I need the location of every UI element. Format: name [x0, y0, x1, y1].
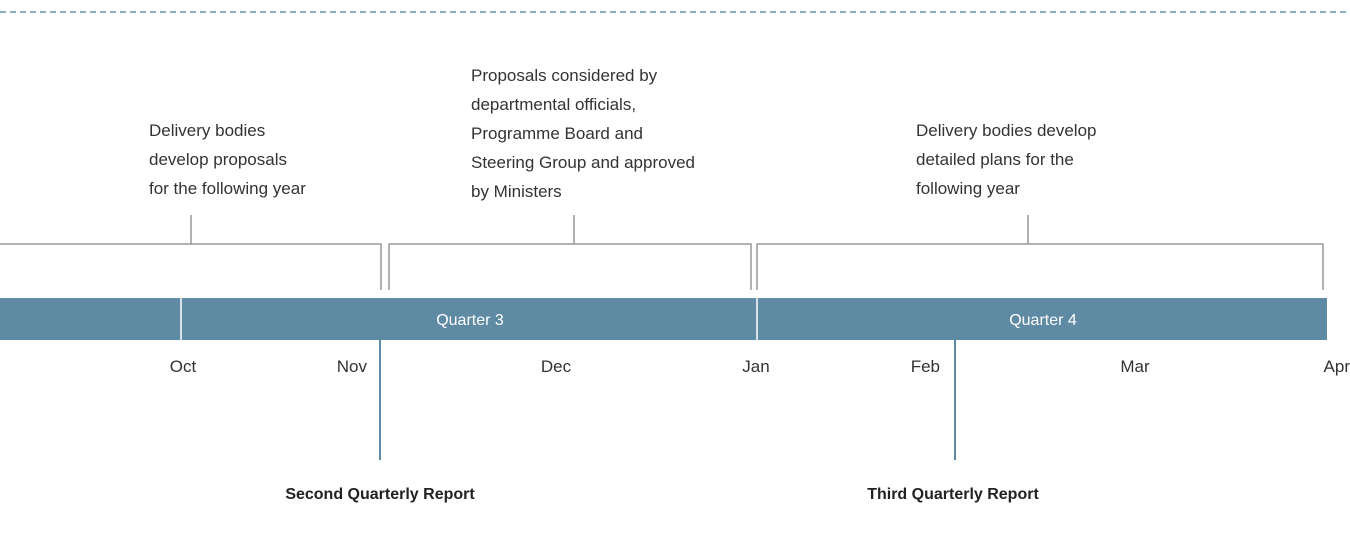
- month-label: Nov: [337, 357, 368, 376]
- quarter-label: Quarter 3: [436, 312, 504, 329]
- month-label: Oct: [170, 357, 197, 376]
- bracket: [756, 215, 1324, 290]
- month-label: Feb: [911, 357, 940, 376]
- quarter-band: [0, 298, 1327, 340]
- report-label: Second Quarterly Report: [285, 486, 475, 503]
- quarter-label: Quarter 4: [1009, 312, 1077, 329]
- annotation: Delivery bodies develop proposals for the …: [149, 121, 306, 198]
- month-label: Mar: [1120, 357, 1150, 376]
- report-label: Third Quarterly Report: [867, 486, 1039, 503]
- bracket: [388, 215, 752, 290]
- month-label: Apr: [1324, 357, 1350, 376]
- month-label: Dec: [541, 357, 572, 376]
- month-label: Jan: [742, 357, 769, 376]
- annotation: Delivery bodies develop detailed plans fo…: [916, 121, 1097, 198]
- bracket: [0, 215, 382, 290]
- annotation: Proposals considered by departmental offi…: [471, 66, 695, 201]
